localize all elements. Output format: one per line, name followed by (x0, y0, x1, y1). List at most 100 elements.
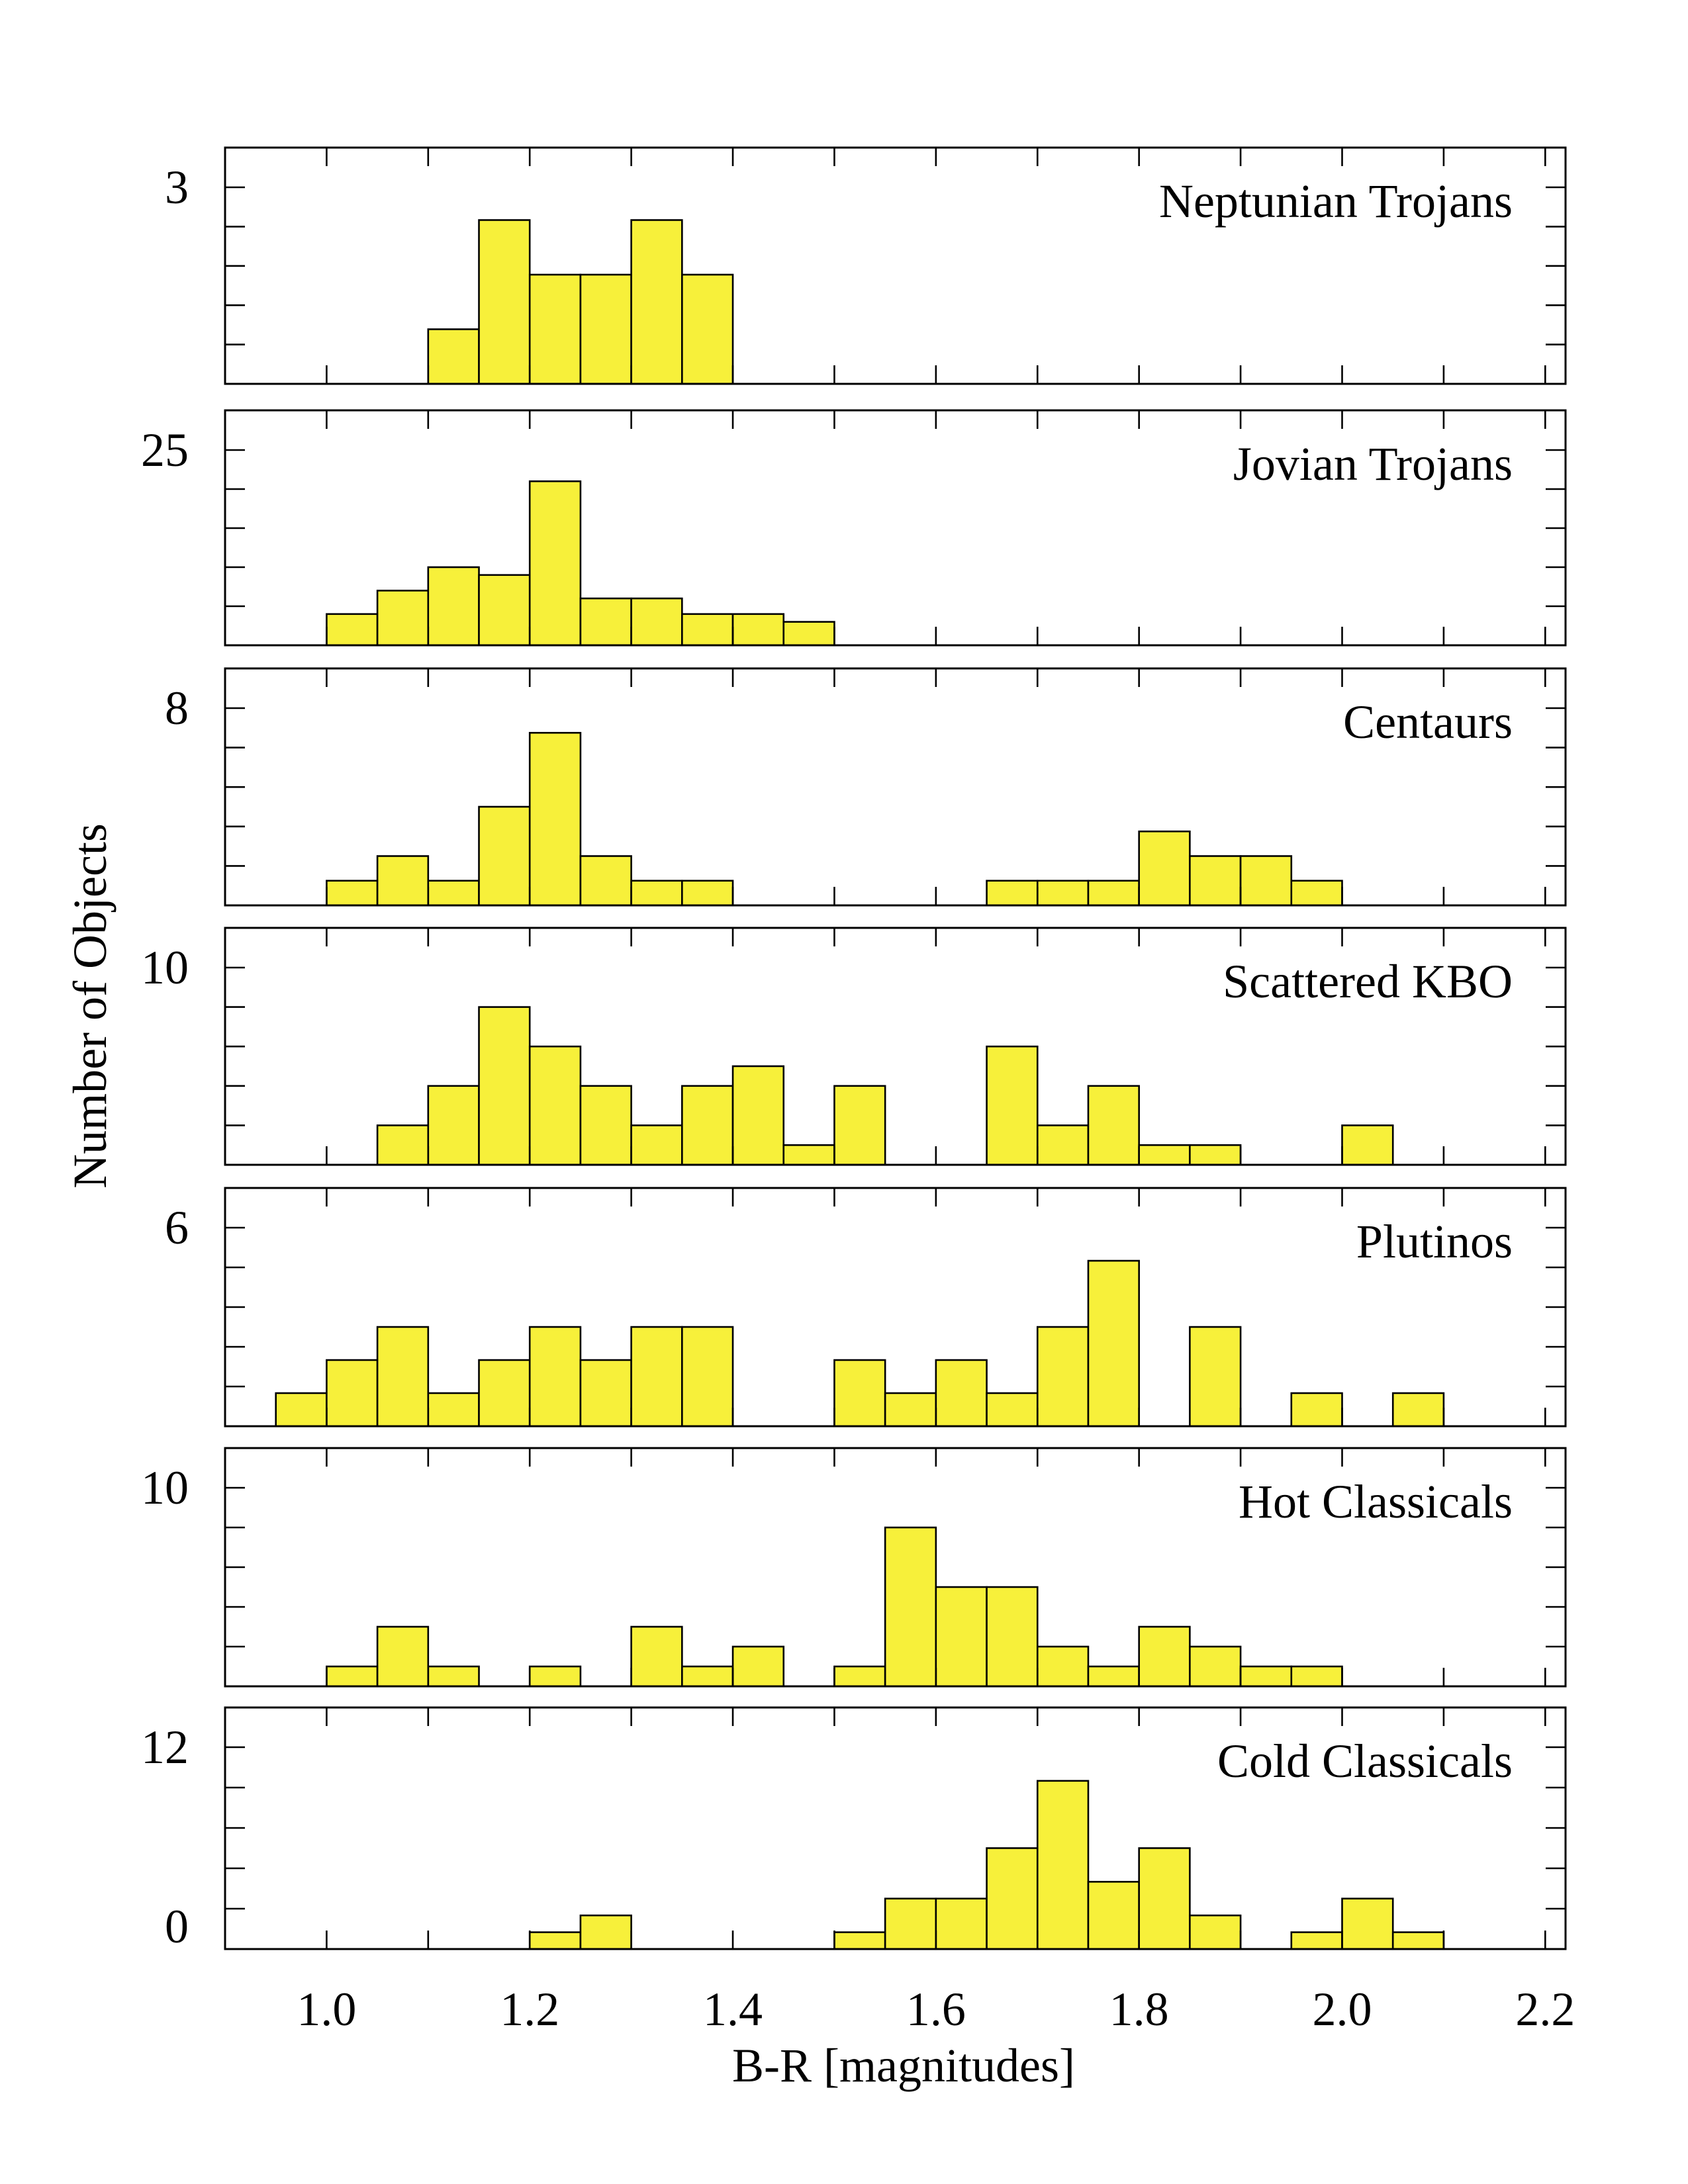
histogram-bar (528, 273, 582, 385)
x-axis-label: B-R [magnitudes] (732, 2039, 1075, 2092)
histogram-bar (884, 1897, 937, 1950)
histogram-bar (884, 1526, 937, 1688)
histogram-bar (326, 1665, 379, 1688)
histogram-bar (376, 1326, 430, 1428)
y-tick-label: 6 (165, 1201, 189, 1254)
histogram-bar (833, 1931, 886, 1950)
histogram-bar (681, 880, 734, 907)
histogram-bar (275, 1392, 328, 1428)
histogram-bar (833, 1665, 886, 1688)
histogram-bar (681, 1665, 734, 1688)
histogram-bar (376, 1625, 430, 1688)
y-tick-label: 10 (141, 1461, 189, 1514)
histogram-bar (1138, 1625, 1191, 1688)
histogram-bar (935, 1897, 988, 1950)
y-axis-label: Number of Objects (64, 823, 117, 1189)
histogram-bar (528, 1045, 582, 1166)
histogram-bar (1036, 880, 1090, 907)
y-tick-label-zero: 0 (165, 1900, 189, 1953)
histogram-bar (528, 1326, 582, 1428)
histogram-bar (630, 1326, 683, 1428)
histogram-bar (1189, 1326, 1242, 1428)
x-tick-label: 1.4 (703, 1983, 763, 2036)
histogram-bar (427, 1392, 480, 1428)
histogram-bar (1138, 830, 1191, 907)
histogram-bar (1138, 1144, 1191, 1166)
histogram-bar (326, 613, 379, 647)
histogram-bar (427, 1665, 480, 1688)
histogram-bar (1189, 855, 1242, 907)
histogram-bar (528, 1665, 582, 1688)
panel-label: Hot Classicals (1239, 1475, 1513, 1528)
histogram-bar (1138, 1847, 1191, 1950)
histogram-bar (833, 1359, 886, 1428)
histogram-bar (1036, 1780, 1090, 1950)
histogram-bar (478, 574, 531, 647)
x-tick-label: 1.8 (1109, 1983, 1169, 2036)
histogram-bar (630, 880, 683, 907)
panel-label: Plutinos (1356, 1215, 1513, 1268)
histogram-bar (986, 1586, 1039, 1688)
histogram-bar (326, 880, 379, 907)
histogram-bar (681, 613, 734, 647)
histogram-bar (1391, 1392, 1445, 1428)
panel-label: Jovian Trojans (1233, 437, 1513, 490)
x-tick-label: 1.6 (906, 1983, 966, 2036)
histogram-bar (630, 1625, 683, 1688)
histogram-bar (1087, 1881, 1140, 1950)
histogram-bar (376, 590, 430, 647)
histogram-bar (1391, 1931, 1445, 1950)
histogram-bar (1087, 1085, 1140, 1166)
histogram-bar (528, 480, 582, 647)
panel-label: Cold Classicals (1217, 1735, 1513, 1788)
histogram-bar (1036, 1645, 1090, 1688)
histogram-bar (1239, 855, 1293, 907)
x-axis-tick-labels: 1.0 1.2 1.4 1.6 1.8 2.0 2.2 (297, 1983, 1575, 2036)
histogram-bar (731, 1065, 785, 1166)
histogram-bar (986, 1045, 1039, 1166)
histogram-bar (1087, 880, 1140, 907)
histogram-bar (986, 880, 1039, 907)
histogram-bar (579, 1914, 632, 1950)
histogram-bar (478, 1359, 531, 1428)
histogram-bar (478, 805, 531, 907)
histogram-bar (579, 597, 632, 647)
histogram-bar (935, 1359, 988, 1428)
histogram-bar (630, 219, 683, 385)
histogram-bar (528, 731, 582, 907)
histogram-bar (427, 880, 480, 907)
panel-label: Scattered KBO (1223, 955, 1513, 1008)
histogram-bar (1189, 1645, 1242, 1688)
histogram-bar (376, 855, 430, 907)
x-tick-label: 1.2 (500, 1983, 559, 2036)
histogram-bar (427, 1085, 480, 1166)
y-tick-label: 10 (141, 941, 189, 994)
histogram-bar (681, 1085, 734, 1166)
panel-neptunian-trojans: 3 Neptunian Trojans (165, 146, 1567, 385)
histogram-bar (1087, 1259, 1140, 1428)
histogram-bar (1341, 1897, 1394, 1950)
histogram-bar (579, 1085, 632, 1166)
histogram-bar (427, 328, 480, 385)
histogram-bar (681, 273, 734, 385)
panel-label: Centaurs (1343, 696, 1513, 749)
y-tick-label: 12 (141, 1721, 189, 1774)
histogram-bar (1290, 880, 1343, 907)
histogram-bar (427, 566, 480, 647)
histogram-bar (986, 1392, 1039, 1428)
panel-scattered-kbo: 10 Scattered KBO (141, 927, 1567, 1166)
x-tick-label: 2.0 (1313, 1983, 1372, 2036)
histogram-bar (833, 1085, 886, 1166)
histogram-bar (1087, 1665, 1140, 1688)
histogram-bar (782, 1144, 835, 1166)
histogram-bar (528, 1931, 582, 1950)
histogram-bar (478, 1006, 531, 1166)
panel-centaurs: 8 Centaurs (165, 667, 1567, 907)
histogram-bar (1036, 1124, 1090, 1166)
histogram-bar (782, 621, 835, 647)
histogram-bar (731, 1645, 785, 1688)
panel-jovian-trojans: 25 Jovian Trojans (141, 409, 1567, 647)
histogram-bar (1290, 1931, 1343, 1950)
histogram-bar (1189, 1914, 1242, 1950)
